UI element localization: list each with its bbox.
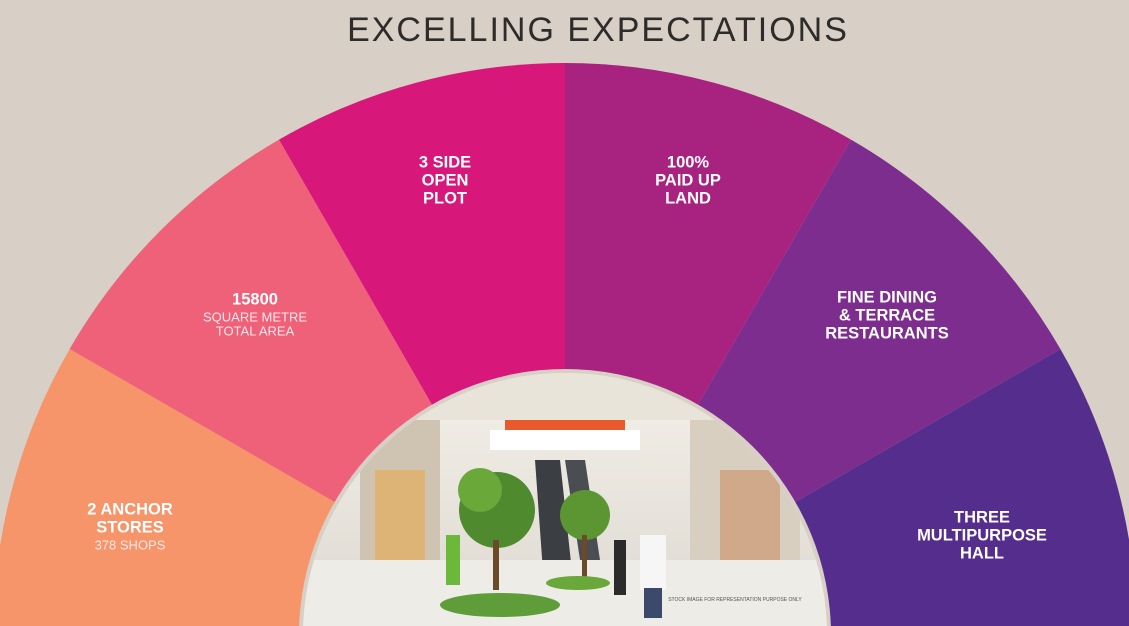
segment-detail: TOTAL AREA (216, 323, 295, 338)
segment-heading: 100% (667, 153, 710, 171)
segment-heading: MULTIPURPOSE (917, 526, 1047, 544)
segment-detail: 378 SHOPS (95, 537, 166, 552)
segment-heading: LAND (665, 189, 711, 207)
segment-heading: OPEN (422, 171, 469, 189)
segment-heading: 3 SIDE (419, 153, 471, 171)
segment-heading: PLOT (423, 189, 467, 207)
segment-heading: THREE (954, 508, 1010, 526)
segment-heading: RESTAURANTS (825, 324, 948, 342)
segment-heading: & TERRACE (839, 306, 935, 324)
segment-heading: HALL (960, 544, 1004, 562)
segment-heading: STORES (96, 518, 164, 536)
segment-detail: SQUARE METRE (203, 309, 307, 324)
segment-heading: PAID UP (655, 171, 721, 189)
segment-heading: FINE DINING (837, 288, 937, 306)
image-note: STOCK IMAGE FOR REPRESENTATION PURPOSE O… (668, 597, 802, 603)
segment-heading: 2 ANCHOR (87, 500, 173, 518)
title: EXCELLING EXPECTATIONS (347, 11, 849, 49)
segment-heading: 15800 (232, 290, 278, 308)
